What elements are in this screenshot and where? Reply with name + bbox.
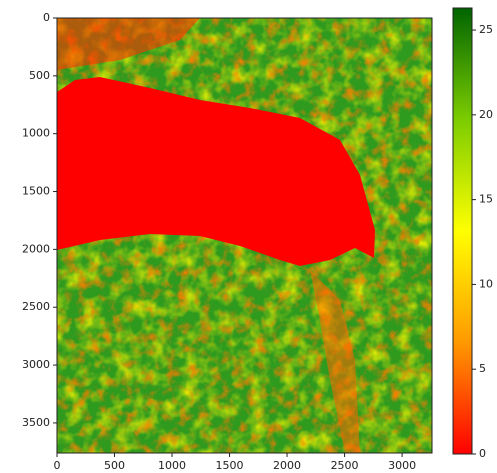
x-tick-label: 0 [54,459,61,472]
x-tick-label: 1000 [158,459,186,472]
y-tick-label: 500 [29,69,50,82]
plot-frame [56,17,433,454]
colorbar [452,7,473,455]
raster [57,18,432,453]
y-tick-label: 0 [43,11,50,24]
colorbar-tick-label: 5 [479,362,486,375]
colorbar-tick-label: 0 [479,447,486,460]
colorbar-tick-label: 10 [479,277,493,290]
colorbar-tick-label: 15 [479,193,493,206]
y-tick-label: 2000 [22,242,50,255]
y-tick-label: 3000 [22,358,50,371]
y-tick-label: 1500 [22,185,50,198]
x-tick-label: 2000 [273,459,301,472]
colorbar-tick-label: 25 [479,23,493,36]
x-tick-label: 500 [104,459,125,472]
x-tick-label: 3000 [388,459,416,472]
x-tick-label: 1500 [216,459,244,472]
x-tick-label: 2500 [331,459,359,472]
y-tick-label: 3500 [22,416,50,429]
y-tick-label: 2500 [22,300,50,313]
y-tick-label: 1000 [22,127,50,140]
colorbar-tick-label: 20 [479,108,493,121]
